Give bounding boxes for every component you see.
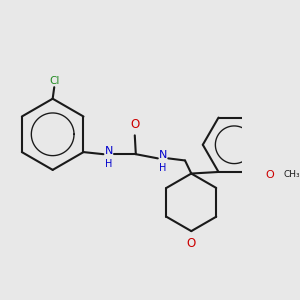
Text: CH₃: CH₃: [284, 170, 300, 179]
Text: N: N: [104, 146, 113, 155]
Text: O: O: [266, 169, 274, 180]
Text: H: H: [105, 159, 112, 169]
Text: O: O: [187, 237, 196, 250]
Text: O: O: [130, 118, 140, 131]
Text: H: H: [159, 163, 167, 173]
Text: Cl: Cl: [50, 76, 60, 85]
Text: N: N: [159, 150, 167, 160]
